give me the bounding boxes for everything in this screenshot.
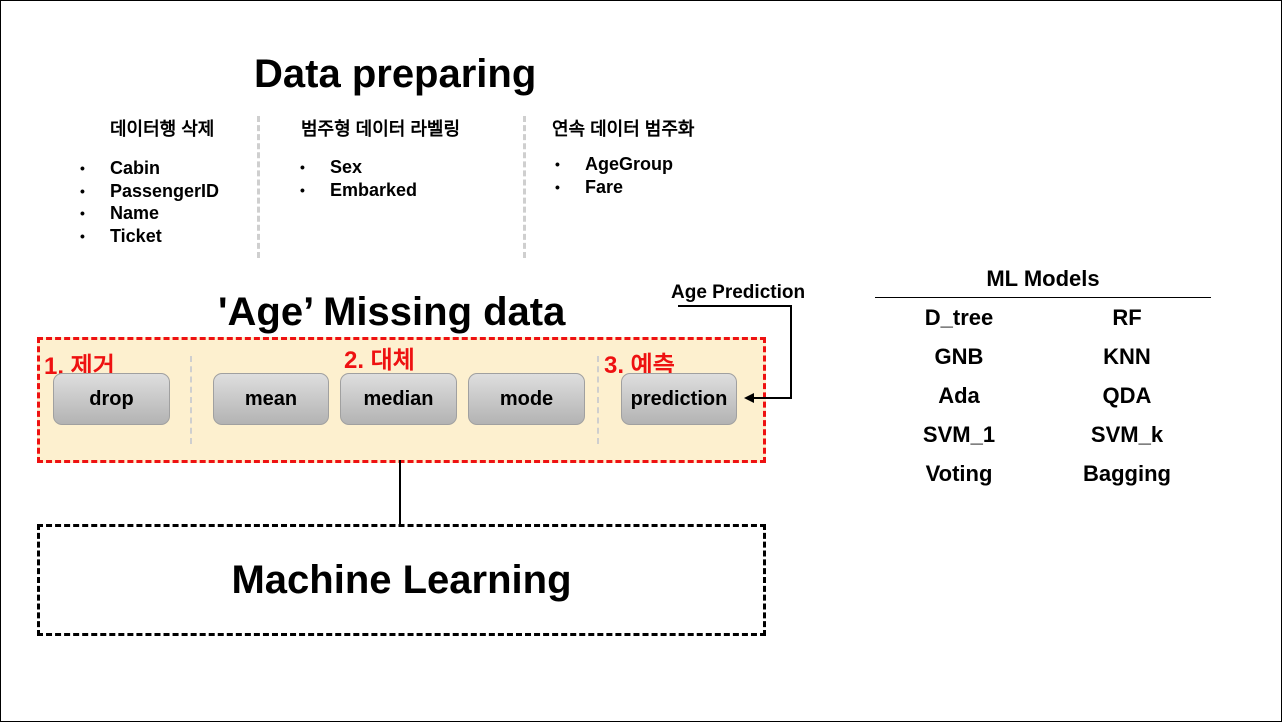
model-qda: QDA	[1102, 383, 1152, 408]
group-divider	[190, 356, 192, 444]
list-item: Embarked	[300, 179, 417, 202]
column-heading-row-delete: 데이터행 삭제	[110, 119, 215, 139]
data-preparing-title: Data preparing	[254, 52, 537, 96]
row-delete-list: Cabin PassengerID Name Ticket	[80, 157, 219, 247]
model-rf: RF	[1112, 305, 1142, 330]
column-heading-binning: 연속 데이터 범주화	[552, 119, 695, 139]
list-item: Cabin	[80, 157, 219, 180]
ml-models-rule	[875, 297, 1211, 298]
list-item: AgeGroup	[555, 153, 673, 176]
column-divider	[523, 116, 526, 258]
list-item: Ticket	[80, 225, 219, 248]
binning-list: AgeGroup Fare	[555, 153, 673, 198]
group-label-replace: 2. 대체	[344, 347, 415, 374]
prediction-button[interactable]: prediction	[621, 373, 737, 425]
group-divider	[597, 356, 599, 444]
column-divider	[257, 116, 260, 258]
mean-button[interactable]: mean	[213, 373, 329, 425]
age-prediction-arrow	[678, 305, 792, 399]
model-knn: KNN	[1103, 344, 1151, 369]
model-bagging: Bagging	[1083, 461, 1171, 486]
label-encoding-list: Sex Embarked	[300, 156, 417, 201]
model-svm-1: SVM_1	[922, 422, 996, 447]
age-prediction-label: Age Prediction	[671, 282, 806, 303]
model-gnb: GNB	[934, 344, 984, 369]
mode-button[interactable]: mode	[468, 373, 585, 425]
model-d-tree: D_tree	[924, 305, 994, 330]
age-missing-title: 'Age’ Missing data	[218, 290, 566, 334]
machine-learning-box: Machine Learning	[37, 524, 766, 636]
model-svm-k: SVM_k	[1090, 422, 1164, 447]
list-item: PassengerID	[80, 180, 219, 203]
list-item: Sex	[300, 156, 417, 179]
median-button[interactable]: median	[340, 373, 457, 425]
list-item: Fare	[555, 176, 673, 199]
list-item: Name	[80, 202, 219, 225]
column-heading-label-encoding: 범주형 데이터 라벨링	[301, 119, 461, 139]
model-ada: Ada	[938, 383, 980, 408]
ml-models-title: ML Models	[986, 266, 1100, 291]
model-voting: Voting	[925, 461, 993, 486]
arrow-head	[744, 393, 754, 403]
drop-button[interactable]: drop	[53, 373, 170, 425]
